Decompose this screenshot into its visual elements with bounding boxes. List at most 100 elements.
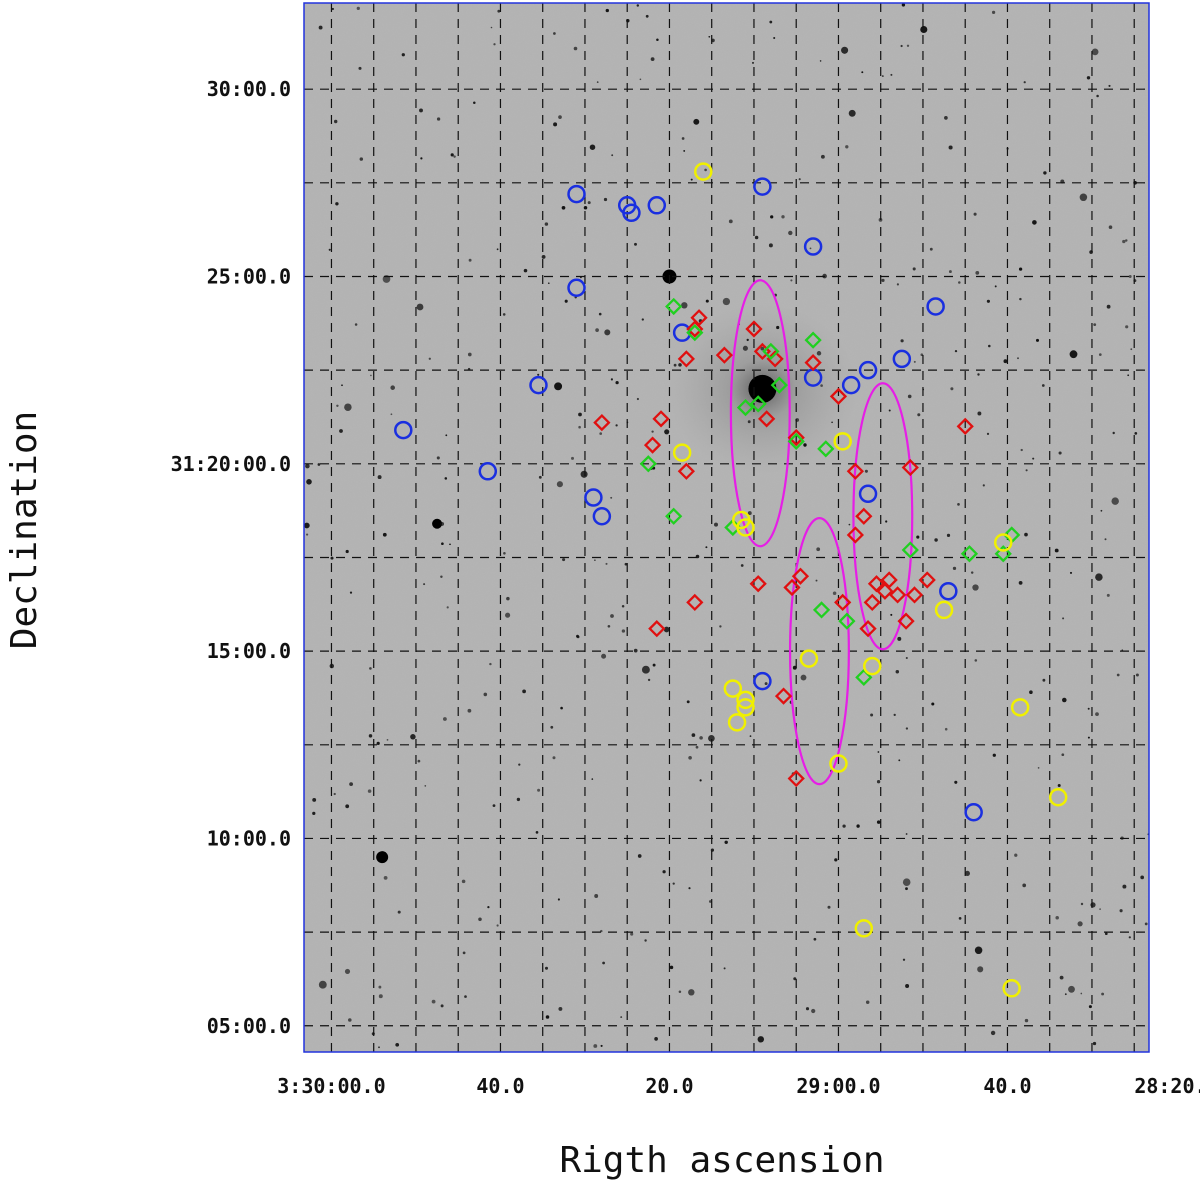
marker-yellow-circles (833, 432, 852, 451)
star (1054, 548, 1059, 553)
star (885, 520, 888, 523)
star (318, 25, 323, 30)
star (1096, 94, 1099, 98)
star (553, 32, 556, 35)
marker-yellow-circles (736, 690, 755, 710)
star (749, 735, 752, 737)
star (487, 905, 490, 909)
marker-green-diamonds (665, 507, 683, 525)
star (958, 917, 962, 920)
star (440, 575, 443, 579)
star (856, 824, 860, 828)
marker-blue-circles (584, 488, 603, 507)
x-tick-labels: 3:30:00.0 40.0 20.0 29:00.0 40.0 28:20.0 (277, 1074, 1200, 1098)
marker-green-diamonds (770, 376, 788, 394)
star (558, 1006, 563, 1011)
star (1119, 909, 1123, 913)
star (944, 727, 948, 731)
star (573, 46, 578, 51)
star (704, 168, 707, 172)
star (848, 109, 856, 117)
star (1106, 593, 1110, 597)
y-tick-label: 31:20:00.0 (171, 452, 291, 476)
star (312, 797, 317, 802)
star (1130, 348, 1133, 351)
star (905, 656, 908, 660)
star (1092, 1041, 1097, 1046)
star (1086, 76, 1091, 80)
star (367, 789, 372, 793)
star (895, 670, 900, 674)
star (977, 411, 982, 416)
star (800, 674, 807, 681)
star (1017, 357, 1019, 360)
star (318, 980, 327, 989)
star (596, 81, 599, 83)
coordinate-grid (304, 3, 1149, 1052)
marker-green-diamonds (787, 432, 805, 450)
star (916, 535, 920, 539)
field-2-circle (852, 382, 914, 651)
star (344, 403, 352, 411)
star (1069, 571, 1073, 574)
star (444, 477, 448, 480)
star (901, 3, 906, 7)
star (1018, 581, 1023, 585)
star (344, 968, 351, 974)
star (348, 1018, 352, 1022)
star (688, 887, 691, 890)
star (877, 751, 880, 753)
marker-red-diamonds (774, 687, 793, 705)
star (842, 824, 846, 828)
star (1140, 875, 1145, 880)
star (972, 584, 979, 591)
star (518, 763, 521, 766)
marker-blue-circles (394, 420, 413, 440)
star (724, 840, 728, 845)
star (330, 556, 334, 560)
star (1062, 697, 1067, 703)
star (424, 785, 427, 787)
star (820, 154, 825, 159)
marker-red-diamonds (652, 410, 670, 428)
star (370, 374, 372, 377)
star (1125, 239, 1128, 242)
star (662, 870, 666, 874)
star (898, 759, 901, 762)
marker-red-diamonds (791, 567, 810, 585)
star (557, 898, 560, 901)
star (523, 268, 528, 273)
star (728, 219, 733, 224)
star (333, 792, 336, 796)
star (564, 299, 568, 303)
star (683, 149, 686, 152)
star (719, 625, 722, 628)
star (986, 432, 990, 436)
star (1108, 225, 1113, 229)
star (621, 604, 625, 608)
star (558, 115, 562, 119)
star (356, 6, 360, 11)
marker-yellow-circles (694, 162, 713, 181)
star (831, 421, 833, 424)
star (645, 14, 649, 18)
star (803, 443, 807, 447)
star (446, 606, 449, 609)
marker-red-diamonds (859, 620, 877, 638)
marker-yellow-circles (727, 713, 747, 732)
star (440, 1004, 444, 1008)
star (688, 989, 695, 996)
star (431, 999, 436, 1004)
x-tick-label: 20.0 (645, 1074, 693, 1098)
star (813, 937, 817, 941)
marker-yellow-circles (736, 698, 755, 717)
star (633, 648, 638, 653)
star (906, 44, 910, 47)
star (705, 546, 708, 549)
star (341, 384, 343, 387)
star (345, 804, 350, 809)
star (881, 75, 884, 78)
y-axis-title: Declination (4, 411, 45, 649)
star (848, 523, 851, 526)
